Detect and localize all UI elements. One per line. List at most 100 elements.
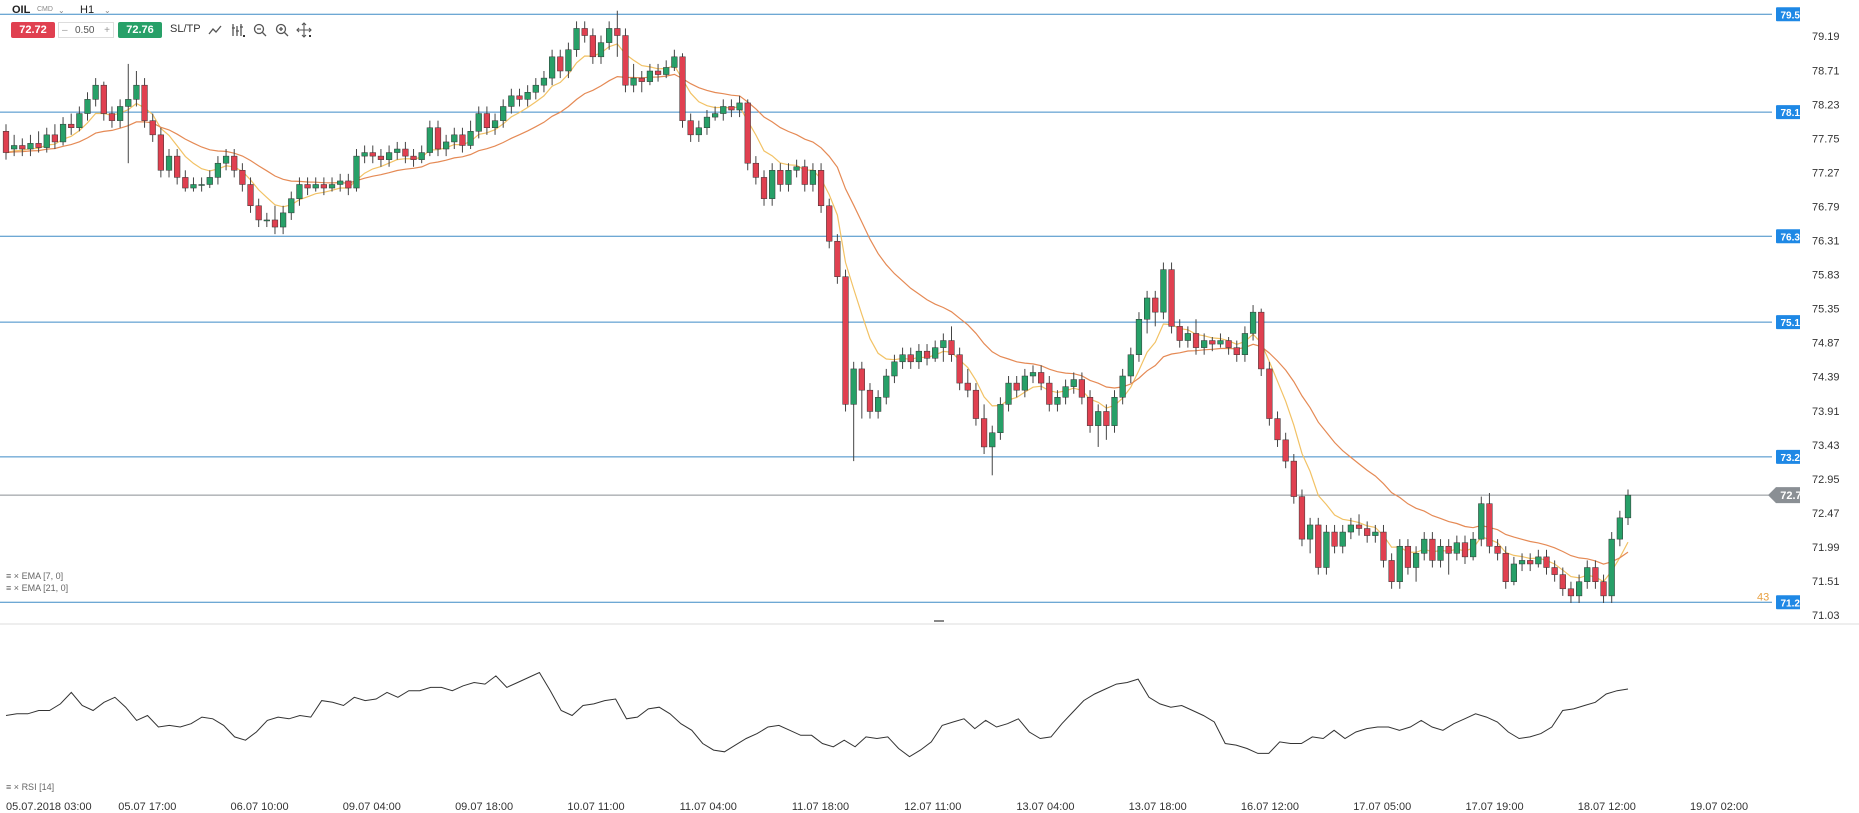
candle-body[interactable] <box>1201 340 1208 348</box>
candle-body[interactable] <box>826 205 833 242</box>
candle-body[interactable] <box>1176 326 1183 341</box>
candle-body[interactable] <box>915 350 922 363</box>
close-icon[interactable]: × <box>13 571 20 581</box>
candle-body[interactable] <box>320 184 327 189</box>
candle-body[interactable] <box>296 184 303 199</box>
candle-body[interactable] <box>1380 531 1387 561</box>
quantity-plus-button[interactable]: + <box>104 25 110 36</box>
candle-body[interactable] <box>1461 542 1469 558</box>
candle-body[interactable] <box>451 134 458 143</box>
close-icon[interactable]: × <box>13 583 20 593</box>
candle-body[interactable] <box>1396 545 1403 582</box>
candle-body[interactable] <box>1355 524 1363 529</box>
candle-body[interactable] <box>1404 545 1412 568</box>
candle-body[interactable] <box>491 120 499 128</box>
candle-body[interactable] <box>622 35 629 86</box>
candle-body[interactable] <box>548 56 556 79</box>
candle-body[interactable] <box>1584 567 1591 582</box>
candle-body[interactable] <box>1372 531 1379 536</box>
candle-body[interactable] <box>1535 556 1542 565</box>
candle-body[interactable] <box>1078 379 1086 398</box>
candle-body[interactable] <box>1624 494 1632 519</box>
candle-body[interactable] <box>165 155 173 171</box>
candle-body[interactable] <box>769 170 776 199</box>
candle-body[interactable] <box>337 180 344 185</box>
candle-body[interactable] <box>679 56 686 121</box>
candle-body[interactable] <box>1192 333 1200 348</box>
candle-body[interactable] <box>858 368 865 391</box>
symbol-chevron-down-icon[interactable]: ⌄ <box>58 6 65 15</box>
candle-body[interactable] <box>263 219 270 222</box>
candle-body[interactable] <box>1111 397 1118 426</box>
candle-body[interactable] <box>793 166 800 171</box>
candle-body[interactable] <box>899 354 906 363</box>
candle-body[interactable] <box>361 152 368 157</box>
candle-body[interactable] <box>1429 538 1436 561</box>
candle-body[interactable] <box>646 70 654 82</box>
candle-body[interactable] <box>736 102 743 111</box>
candle-body[interactable] <box>271 219 279 228</box>
candle-body[interactable] <box>68 123 75 128</box>
candle-body[interactable] <box>663 67 670 75</box>
candle-body[interactable] <box>410 155 417 160</box>
candle-body[interactable] <box>964 382 971 391</box>
candle-body[interactable] <box>801 166 808 185</box>
sltp-button[interactable]: SL/TP <box>170 23 201 35</box>
candle-body[interactable] <box>92 84 99 100</box>
candle-body[interactable] <box>1021 375 1028 391</box>
candle-body[interactable] <box>1095 411 1102 426</box>
candle-body[interactable] <box>744 102 751 164</box>
candle-body[interactable] <box>255 205 262 221</box>
candle-body[interactable] <box>565 49 572 72</box>
candle-body[interactable] <box>1209 340 1216 345</box>
candle-body[interactable] <box>923 350 931 359</box>
candle-body[interactable] <box>198 184 205 186</box>
menu-icon[interactable]: ≡ <box>6 782 12 792</box>
candle-body[interactable] <box>434 127 442 150</box>
sell-button[interactable]: 72.72 <box>11 22 55 38</box>
candle-body[interactable] <box>907 354 914 363</box>
zoom-in-icon[interactable] <box>274 22 290 38</box>
candle-body[interactable] <box>1046 382 1053 405</box>
candle-body[interactable] <box>385 152 393 160</box>
candle-body[interactable] <box>280 212 287 228</box>
candle-body[interactable] <box>875 397 882 412</box>
indicators-icon[interactable] <box>230 22 246 38</box>
candle-body[interactable] <box>1298 496 1306 540</box>
candle-body[interactable] <box>573 28 580 50</box>
candle-body[interactable] <box>1421 538 1428 554</box>
ema7-legend[interactable]: ≡ × EMA [7, 0] <box>6 571 63 581</box>
candle-body[interactable] <box>1339 531 1346 547</box>
candle-body[interactable] <box>760 177 768 199</box>
candle-body[interactable] <box>117 106 124 121</box>
candle-body[interactable] <box>1241 333 1249 355</box>
candle-body[interactable] <box>51 134 59 143</box>
candle-body[interactable] <box>1518 560 1526 565</box>
candle-body[interactable] <box>328 184 336 189</box>
candle-body[interactable] <box>369 152 376 157</box>
candle-body[interactable] <box>654 70 662 75</box>
quantity-value[interactable]: 0.50 <box>75 25 95 36</box>
candle-body[interactable] <box>606 28 613 43</box>
candle-body[interactable] <box>785 170 792 185</box>
timeframe-chevron-down-icon[interactable]: ⌄ <box>104 6 111 15</box>
candle-body[interactable] <box>940 340 947 348</box>
candle-body[interactable] <box>174 155 181 178</box>
candle-body[interactable] <box>866 389 874 412</box>
candle-body[interactable] <box>1315 524 1322 568</box>
menu-icon[interactable]: ≡ <box>6 583 12 593</box>
candle-body[interactable] <box>125 99 132 107</box>
candle-body[interactable] <box>671 56 678 68</box>
candle-body[interactable] <box>1005 382 1012 405</box>
candle-body[interactable] <box>948 340 955 355</box>
candle-body[interactable] <box>989 432 996 448</box>
candle-body[interactable] <box>524 92 531 100</box>
candle-body[interactable] <box>100 84 107 114</box>
candle-body[interactable] <box>27 143 34 150</box>
candle-body[interactable] <box>222 155 230 164</box>
candle-body[interactable] <box>500 106 507 121</box>
candle-body[interactable] <box>443 141 450 150</box>
candle-body[interactable] <box>1486 503 1493 547</box>
candle-body[interactable] <box>231 155 238 171</box>
